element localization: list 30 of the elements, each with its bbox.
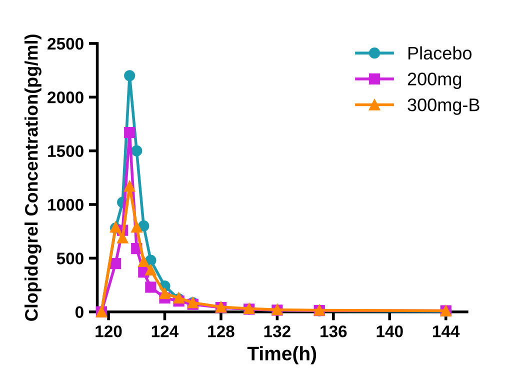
x-tick-label: 140 [376, 325, 403, 338]
point [124, 180, 136, 192]
y-tick-label: 1500 [48, 145, 84, 158]
point [145, 264, 156, 276]
point [110, 258, 122, 270]
point [138, 256, 150, 267]
point [117, 232, 128, 244]
x-tick-label: 120 [96, 325, 122, 338]
x-tick-label: 136 [320, 325, 347, 338]
legend-label: Placebo [408, 46, 472, 60]
y-axis-title: Clopidogrel Concentration(pg/ml) [24, 34, 42, 321]
legend-label: 300mg-B [408, 98, 480, 115]
y-tick-label: 1000 [48, 198, 84, 211]
y-tick-label: 0 [75, 306, 84, 318]
y-tick-label: 2000 [48, 92, 84, 104]
point [131, 145, 142, 156]
x-tick-label: 132 [264, 325, 290, 338]
y-tick-label: 2500 [48, 38, 84, 50]
x-tick-label: 124 [152, 325, 179, 338]
x-axis-title: Time(h) [247, 346, 316, 364]
point [145, 282, 156, 293]
point [124, 70, 136, 82]
x-tick-label: 144 [433, 326, 460, 338]
point [138, 220, 150, 232]
y-tick-label: 500 [56, 252, 84, 264]
point [159, 288, 170, 300]
legend-label: 200mg [408, 72, 462, 89]
point [131, 221, 142, 233]
x-tick-label: 128 [208, 325, 234, 338]
point [124, 127, 136, 138]
